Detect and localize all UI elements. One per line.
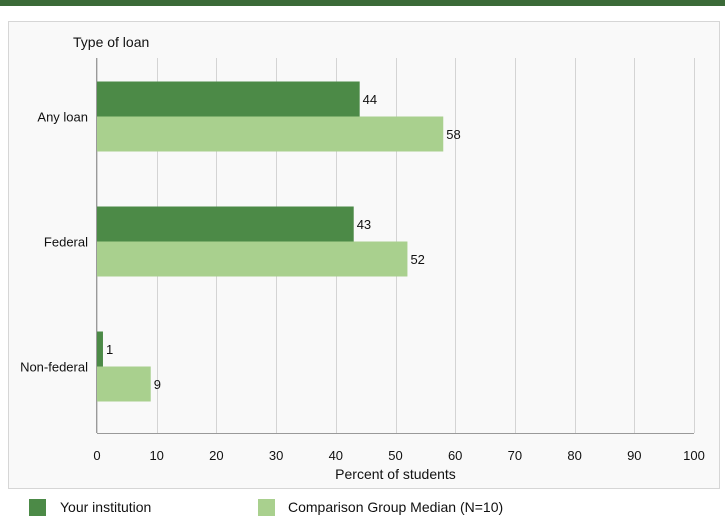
bar-comparison-group-median-n-10-non-federal: [97, 366, 151, 402]
x-axis-label: Percent of students: [335, 466, 456, 482]
category-label-non-federal: Non-federal: [20, 360, 88, 375]
x-tick-label-60: 60: [448, 448, 462, 463]
data-label-comparison-group-median-n-10-federal: 52: [410, 252, 424, 267]
bar-your-institution-non-federal: [97, 331, 103, 367]
category-label-federal: Federal: [44, 235, 88, 250]
data-label-comparison-group-median-n-10-non-federal: 9: [154, 377, 161, 392]
x-tick-label-50: 50: [388, 448, 402, 463]
category-label-any-loan: Any loan: [37, 110, 88, 125]
bar-comparison-group-median-n-10-any-loan: [97, 116, 444, 152]
x-tick-label-0: 0: [93, 448, 100, 463]
top-accent-bar: [0, 0, 725, 6]
legend: Your institution Comparison Group Median…: [0, 496, 725, 518]
x-tick-label-80: 80: [567, 448, 581, 463]
legend-swatch-comparison-group: [258, 499, 275, 516]
legend-swatch-your-institution: [29, 499, 46, 516]
legend-label-your-institution: Your institution: [60, 499, 152, 515]
x-tick-label-10: 10: [149, 448, 163, 463]
x-tick-label-90: 90: [627, 448, 641, 463]
x-tick-label-30: 30: [269, 448, 283, 463]
x-tick-label-20: 20: [209, 448, 223, 463]
category-axis-title: Type of loan: [73, 34, 150, 50]
data-label-your-institution-any-loan: 44: [363, 92, 377, 107]
data-label-comparison-group-median-n-10-any-loan: 58: [446, 127, 460, 142]
bar-your-institution-federal: [97, 206, 354, 242]
data-label-your-institution-federal: 43: [357, 217, 371, 232]
data-label-your-institution-non-federal: 1: [106, 342, 113, 357]
bar-comparison-group-median-n-10-federal: [97, 241, 408, 277]
x-tick-label-70: 70: [508, 448, 522, 463]
bar-chart: 0 10 20 30 40 50 60 70 80 90 100 Percent of student…: [20, 58, 705, 482]
x-tick-label-40: 40: [329, 448, 343, 463]
bar-your-institution-any-loan: [97, 81, 360, 117]
x-tick-label-100: 100: [683, 448, 705, 463]
legend-label-comparison-group: Comparison Group Median (N=10): [288, 499, 504, 515]
